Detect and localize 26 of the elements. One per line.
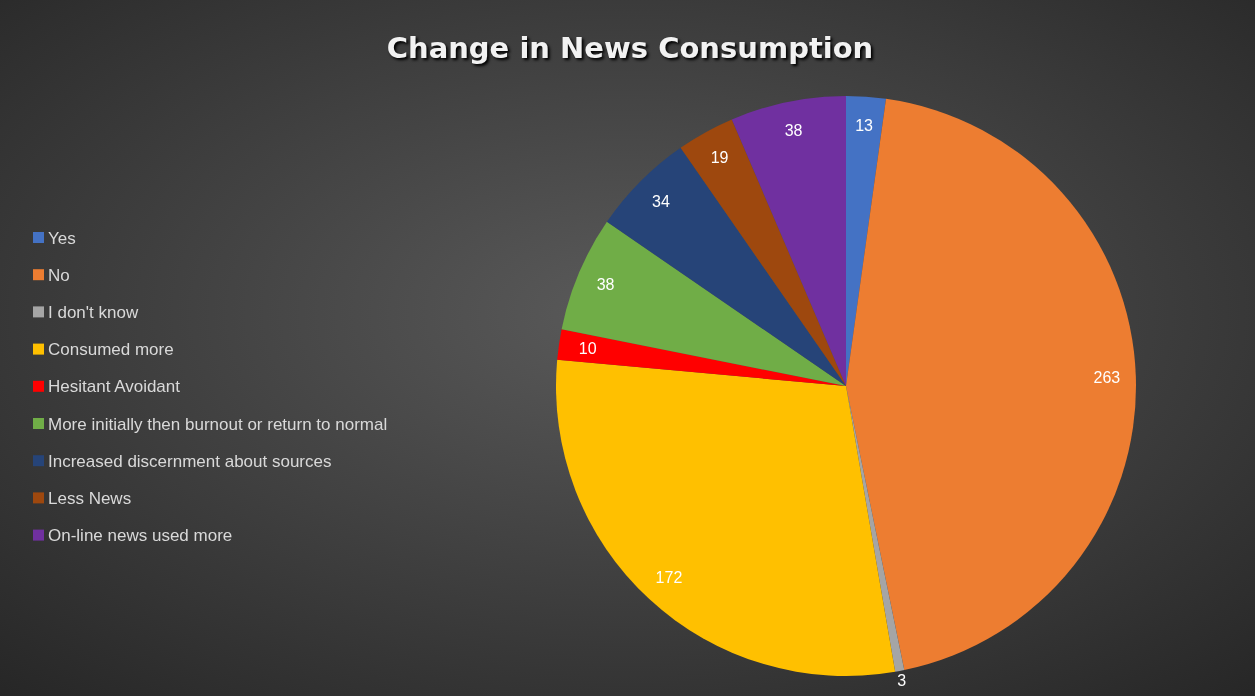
chart-title: Change in News Consumption bbox=[386, 31, 874, 65]
legend-label: No bbox=[48, 265, 70, 285]
legend-label: Increased discernment about sources bbox=[48, 451, 332, 471]
data-label: 172 bbox=[655, 569, 683, 587]
legend-label: Consumed more bbox=[48, 340, 174, 360]
data-label: 263 bbox=[1093, 369, 1121, 387]
data-label: 3 bbox=[897, 672, 907, 690]
legend-label: Less News bbox=[48, 488, 132, 508]
legend-label: More initially then burnout or return to normal bbox=[48, 414, 388, 434]
data-label: 38 bbox=[596, 276, 615, 294]
data-label: 19 bbox=[710, 149, 729, 167]
legend-label: On-line news used more bbox=[48, 526, 233, 546]
legend-label: I don't know bbox=[48, 302, 139, 322]
legend-label: Yes bbox=[48, 228, 76, 248]
pie-slice bbox=[557, 329, 846, 386]
pie-slice bbox=[846, 386, 905, 672]
pie-slice bbox=[561, 221, 846, 386]
data-label: 10 bbox=[578, 340, 597, 358]
data-label: 34 bbox=[652, 193, 670, 211]
data-label: 38 bbox=[784, 121, 803, 139]
pie-slice bbox=[680, 119, 846, 386]
legend-label: Hesitant Avoidant bbox=[48, 377, 181, 397]
pie-slice bbox=[731, 96, 846, 386]
data-label: 13 bbox=[855, 117, 874, 135]
pie-slice bbox=[846, 98, 1136, 671]
pie-slice bbox=[556, 359, 896, 676]
